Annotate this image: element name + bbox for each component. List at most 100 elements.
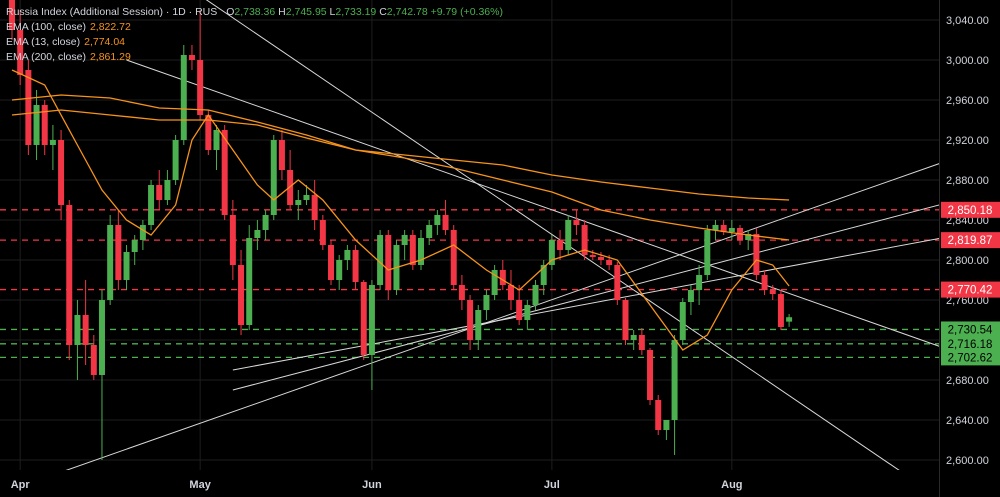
candle-body [328, 245, 335, 280]
price-level-label: 2,730.54 [948, 324, 993, 336]
candle-body [401, 235, 408, 245]
trendline[interactable] [232, 210, 1000, 371]
candle-body [769, 290, 776, 294]
legend-ema13-row[interactable]: EMA (13, close) 2,774.04 [6, 36, 125, 48]
price-tick-label: 2,800.00 [946, 255, 989, 267]
price-level-label: 2,770.42 [948, 285, 993, 297]
candle-body [720, 225, 727, 232]
candle-body [254, 230, 261, 238]
candle-body [753, 234, 760, 275]
symbol-name[interactable]: Russia Index (Additional Session) · 1D ·… [6, 6, 218, 18]
candle-body [606, 260, 613, 265]
price-level-labels: 2,850.18 2,819.87 2,770.42 2,730.54 2,716.18… [941, 201, 1000, 366]
price-level-label: 2,702.62 [948, 352, 993, 364]
ema13-line [11, 69, 790, 351]
candle-body [761, 275, 768, 290]
time-axis[interactable]: Apr May Jun Jul Aug [11, 479, 743, 491]
candle-body [311, 195, 318, 220]
ema100-value: 2,822.72 [89, 21, 131, 33]
trendline[interactable] [53, 110, 1000, 475]
candle-body [344, 250, 351, 260]
candle-body [377, 235, 384, 285]
candle-body [221, 130, 228, 215]
candle-body [278, 140, 285, 170]
candle-body [647, 350, 654, 400]
candle-body [597, 257, 604, 260]
price-tick-label: 2,600.00 [946, 455, 989, 467]
candle-body [385, 235, 392, 290]
price-level-label: 2,850.18 [948, 205, 993, 217]
price-level-tag [941, 321, 1000, 338]
candle-body [270, 140, 277, 215]
low-value: 2,733.19 [335, 6, 377, 18]
candle-body [229, 215, 236, 265]
candle-body [679, 302, 686, 340]
candle-body [295, 200, 302, 205]
time-tick-label: Aug [721, 479, 742, 491]
price-level-tag [941, 335, 1000, 352]
candle-body [516, 300, 523, 320]
candle-body [589, 255, 596, 257]
candle-body [409, 235, 416, 265]
ema200-line [11, 109, 790, 201]
candlesticks [9, 0, 793, 460]
price-tick-label: 2,760.00 [946, 295, 989, 307]
price-level-tag [941, 201, 1000, 218]
candle-body [467, 300, 474, 340]
candle-body [33, 105, 40, 145]
price-tick-label: 2,640.00 [946, 415, 989, 427]
open-value: 2,738.36 [234, 6, 276, 18]
candle-body [115, 225, 122, 280]
candle-body [156, 185, 163, 200]
close-value: 2,742.78 [386, 6, 428, 18]
candle-body [139, 225, 146, 240]
candle-body [180, 55, 187, 140]
price-level-tag [941, 281, 1000, 298]
candle-body [188, 55, 195, 60]
legend-ema100-row[interactable]: EMA (100, close) 2,822.72 [6, 21, 131, 33]
candle-body [197, 60, 204, 115]
legend-ema200-row[interactable]: EMA (200, close) 2,861.29 [6, 51, 131, 63]
candle-body [458, 285, 465, 300]
candle-body [671, 340, 678, 420]
time-tick-label: May [189, 479, 211, 491]
candle-body [745, 234, 752, 240]
candle-body [246, 238, 253, 325]
change-value: +9.79 (+0.36%) [430, 6, 503, 18]
candle-body [66, 205, 73, 345]
candle-body [352, 250, 359, 282]
trendline[interactable] [232, 165, 1000, 391]
candle-body [786, 317, 793, 322]
price-tick-label: 3,000.00 [946, 55, 989, 67]
horizontal-levels[interactable] [0, 209, 939, 359]
candle-body [426, 225, 433, 238]
candle-body [49, 140, 56, 145]
candle-body [696, 275, 703, 290]
candle-body [164, 180, 171, 200]
candle-body [499, 270, 506, 285]
candle-body [630, 335, 637, 340]
candle-body [123, 252, 130, 280]
candle-body [442, 215, 449, 230]
candle-body [524, 305, 531, 320]
candle-body [74, 315, 81, 345]
trendline[interactable] [126, 59, 1000, 400]
candle-body [303, 195, 310, 200]
candle-body [663, 420, 670, 430]
candle-body [213, 130, 220, 150]
candle-body [475, 310, 482, 340]
candle-body [638, 335, 645, 350]
candle-body [58, 140, 65, 205]
time-tick-label: Jun [362, 479, 382, 491]
candle-body [131, 240, 138, 252]
candle-body [483, 295, 490, 310]
candle-body [581, 225, 588, 255]
candle-body [107, 225, 114, 300]
candle-body [98, 300, 105, 375]
candle-body [728, 228, 735, 232]
price-tick-label: 2,680.00 [946, 375, 989, 387]
candle-body [262, 215, 269, 230]
candle-body [90, 345, 97, 375]
